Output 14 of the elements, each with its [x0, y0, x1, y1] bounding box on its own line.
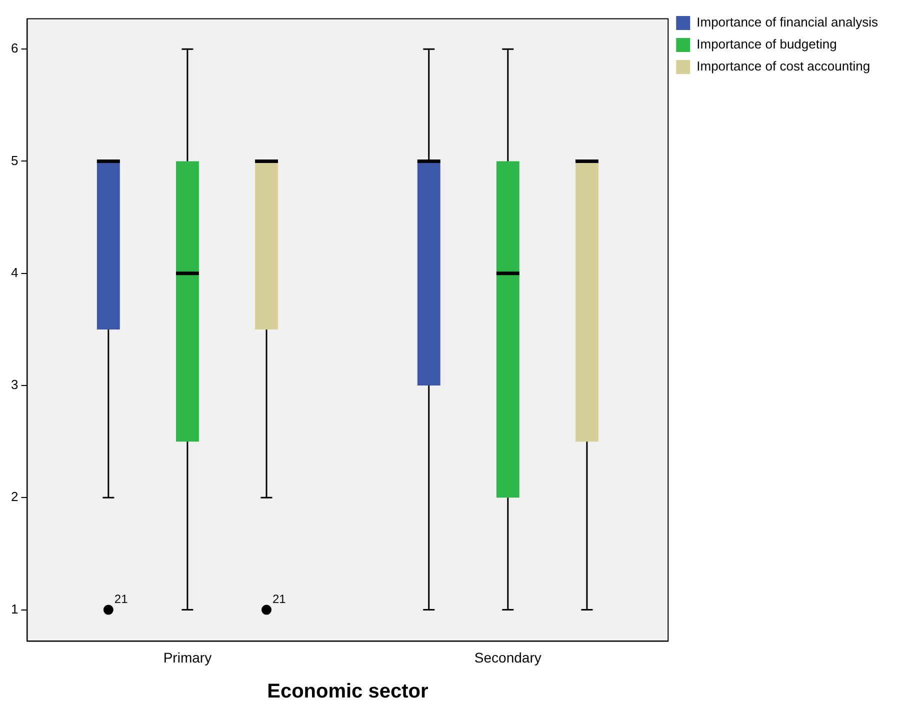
y-tick-label: 1: [10, 601, 18, 616]
legend-label: Importance of cost accounting: [696, 58, 870, 74]
y-tick-label: 4: [10, 264, 18, 280]
y-tick-label: 6: [10, 40, 18, 56]
y-tick-label: 5: [10, 152, 18, 168]
y-tick-label: 2: [10, 489, 18, 504]
legend-label: Importance of budgeting: [696, 36, 837, 52]
x-axis-title: Economic sector: [267, 680, 428, 703]
annotation: 21: [272, 592, 286, 606]
annotation: 21: [114, 592, 128, 606]
y-tick-label: 3: [10, 377, 18, 392]
legend-label: Importance of financial analysis: [696, 14, 878, 30]
x-tick-label: Primary: [163, 649, 212, 666]
x-tick-label: Secondary: [474, 649, 542, 666]
